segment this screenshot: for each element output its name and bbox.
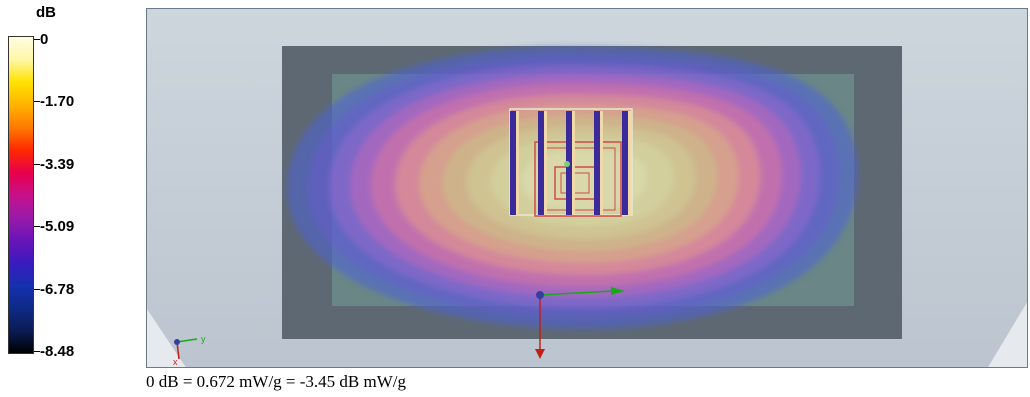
legend-tick-mark xyxy=(34,163,40,165)
legend-tick-label: -6.78 xyxy=(40,280,75,298)
antenna-element-highlight xyxy=(600,111,603,215)
legend-tick-mark xyxy=(34,39,40,40)
antenna-element xyxy=(594,111,600,215)
axis-y-label: y xyxy=(201,334,206,344)
legend-unit: dB xyxy=(36,4,56,21)
antenna-element-highlight xyxy=(572,111,575,215)
legend-tick-label: -8.48 xyxy=(40,343,75,360)
antenna-element xyxy=(510,111,516,215)
floor-right xyxy=(988,302,1027,367)
antenna-structure xyxy=(509,108,633,217)
sar-reference-caption: 0 dB = 0.672 mW/g = -3.45 dB mW/g xyxy=(146,372,406,391)
axis-x-label: x xyxy=(173,357,178,367)
axis-triad-center xyxy=(535,287,625,359)
sar-contours xyxy=(287,46,858,330)
antenna-element-highlight xyxy=(544,111,547,215)
legend-tick-label: -3.39 xyxy=(40,155,75,173)
antenna-element-highlight xyxy=(628,111,631,215)
antenna-element xyxy=(538,111,544,215)
floor-left xyxy=(147,309,186,367)
legend-tick-mark xyxy=(34,101,40,103)
legend-tick-label: 0 xyxy=(40,31,49,48)
axis-triad-corner: y x xyxy=(173,334,206,367)
legend-tick-label: -5.09 xyxy=(40,218,75,236)
colorbar xyxy=(8,36,34,354)
sar-distribution-plot: y x xyxy=(147,9,1027,367)
legend-tick-mark xyxy=(34,288,40,290)
legend-tick-mark xyxy=(34,226,40,228)
sar-3d-viewport[interactable]: y x xyxy=(146,8,1028,368)
antenna-element-highlight xyxy=(516,111,519,215)
legend-tick-mark xyxy=(34,351,40,352)
antenna-element xyxy=(622,111,628,215)
legend-tick-label: -1.70 xyxy=(40,93,75,111)
